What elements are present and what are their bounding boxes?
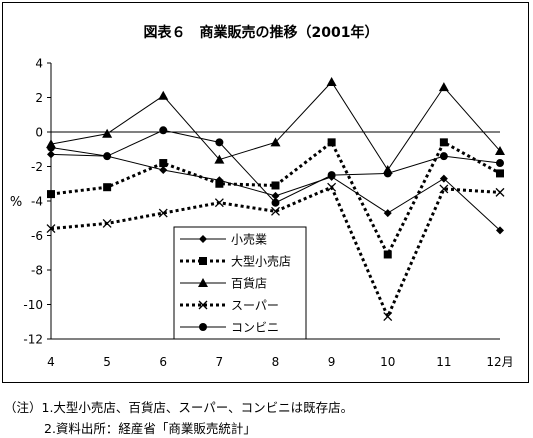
data-point: [383, 209, 392, 218]
data-point: [438, 82, 449, 92]
series-2: [47, 138, 504, 259]
y-tick-label: 4: [35, 57, 43, 71]
x-tick-label: 10: [380, 355, 395, 369]
data-point: [158, 208, 168, 218]
data-point: [439, 138, 448, 147]
x-tick-label: 11: [436, 355, 451, 369]
legend-marker: [199, 235, 207, 243]
data-point: [439, 184, 449, 194]
data-point: [495, 187, 505, 197]
y-tick-label: -8: [31, 264, 43, 278]
data-point: [159, 165, 168, 174]
data-point: [383, 250, 392, 259]
legend-item-1: 小売業: [180, 232, 267, 247]
legend-marker: [199, 257, 207, 265]
note-line-1: （注）1.大型小売店、百貨店、スーパー、コンビニは既存店。: [4, 400, 354, 415]
series-line: [50, 185, 501, 321]
data-point: [271, 198, 280, 207]
y-tick-label: -10: [23, 298, 43, 312]
x-tick-label: 4: [47, 355, 55, 369]
note-line-2: 2.資料出所：経産省「商業販売統計」: [44, 421, 256, 436]
data-point: [270, 137, 281, 147]
legend-item-3: 百貨店: [180, 276, 267, 291]
x-tick-label: 12月: [486, 355, 513, 369]
data-point: [159, 126, 168, 135]
data-point: [215, 138, 224, 147]
series-5: [47, 126, 504, 207]
legend-marker: [199, 323, 207, 331]
x-tick-label: 7: [216, 355, 224, 369]
data-point: [495, 145, 505, 155]
legend-label: 大型小売店: [231, 254, 291, 269]
line-chart: 図表６ 商業販売の推移（2001年） % 4 2 0 -2 -4 -6 -8 -10 -12 4 5…: [10, 24, 514, 370]
data-point: [102, 218, 112, 228]
legend-label: 百貨店: [231, 276, 267, 291]
data-point: [159, 159, 168, 168]
data-point: [496, 226, 504, 235]
x-tick-label: 5: [103, 355, 111, 369]
y-tick-label: -2: [31, 160, 43, 174]
legend-item-5: コンビニ: [180, 321, 279, 335]
y-tick-label: 2: [35, 91, 43, 105]
data-point: [103, 152, 112, 161]
data-point: [214, 154, 225, 164]
data-point: [496, 159, 504, 168]
y-tick-label: -12: [23, 333, 43, 347]
y-tick-label: -4: [31, 195, 43, 209]
legend-label: スーパー: [231, 299, 279, 313]
data-point: [383, 169, 392, 178]
data-point: [47, 150, 55, 159]
data-point: [439, 152, 448, 161]
data-point: [158, 90, 169, 100]
data-point: [439, 174, 448, 183]
x-tick-label: 8: [272, 355, 280, 369]
series-line: [50, 81, 501, 171]
data-point: [327, 171, 336, 180]
y-axis-label: %: [10, 195, 22, 210]
legend-marker: [198, 278, 208, 287]
y-tick-label: -6: [31, 229, 43, 243]
data-point: [103, 183, 112, 192]
legend-item-2: 大型小売店: [180, 254, 291, 269]
data-point: [327, 138, 336, 147]
legend-item-4: スーパー: [180, 299, 279, 313]
series-1: [47, 150, 504, 235]
data-point: [214, 198, 224, 208]
y-tick-label: 0: [35, 126, 43, 140]
x-tick-label: 6: [159, 355, 167, 369]
data-point: [271, 206, 280, 216]
data-point: [326, 76, 337, 86]
x-tick-label: 9: [328, 355, 336, 369]
data-point: [383, 312, 393, 322]
data-point: [327, 182, 337, 192]
data-point: [46, 224, 56, 234]
series-layer: [46, 76, 505, 322]
data-point: [271, 191, 280, 200]
legend-label: コンビニ: [231, 321, 279, 335]
data-point: [47, 190, 55, 199]
data-point: [271, 181, 280, 190]
data-point: [102, 128, 113, 138]
legend-marker: [198, 300, 208, 310]
legend-label: 小売業: [231, 232, 267, 247]
data-point: [496, 169, 504, 178]
data-point: [215, 179, 224, 188]
chart-frame: 図表６ 商業販売の推移（2001年） % 4 2 0 -2 -4 -6 -8 -10 -12 4 5…: [2, 2, 529, 383]
series-4: [46, 182, 505, 322]
axes: 4 2 0 -2 -4 -6 -8 -10 -12 4 5 6 7 8 9 10 11 12月: [23, 57, 513, 370]
data-point: [47, 143, 55, 152]
chart-title: 図表６ 商業販売の推移（2001年）: [144, 24, 379, 41]
